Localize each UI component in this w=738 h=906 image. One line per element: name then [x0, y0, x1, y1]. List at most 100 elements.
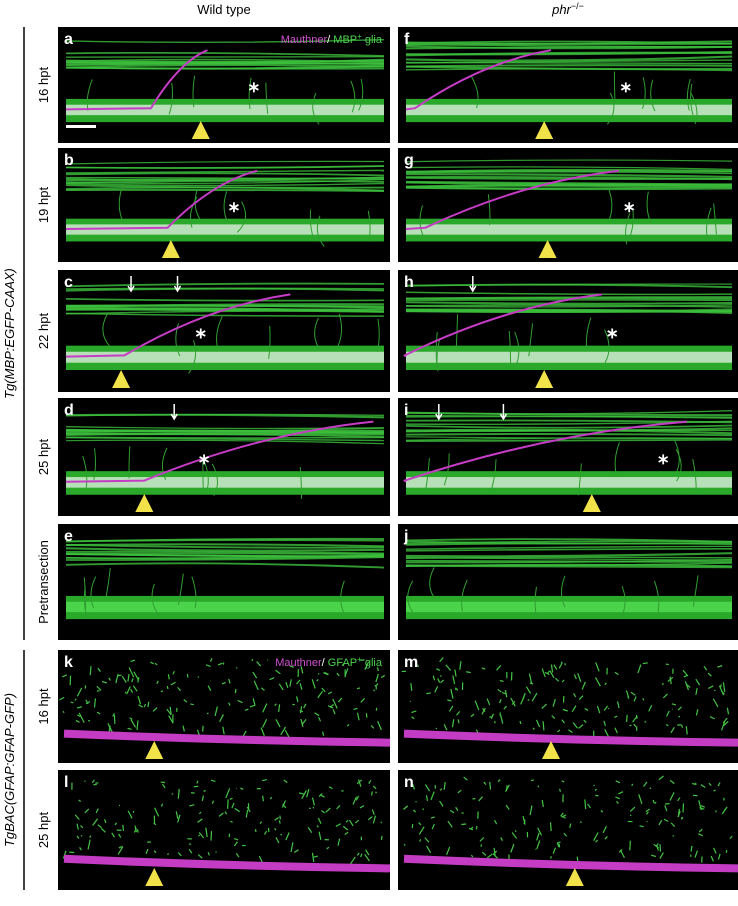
glia-process — [138, 829, 139, 832]
panel: j — [398, 524, 738, 640]
glia-process — [318, 673, 319, 674]
glia-process — [595, 795, 598, 796]
glia-process — [466, 672, 471, 673]
glia-band-core — [66, 105, 384, 115]
panel-letter: l — [64, 774, 68, 791]
glia-process — [530, 683, 533, 684]
panel-image — [58, 770, 390, 890]
panel-letter: n — [404, 774, 414, 791]
panel: k Mauthner/ GFAP+ glia — [58, 650, 390, 763]
panel: i — [398, 398, 738, 516]
panel: c — [58, 270, 390, 392]
legend-axon: Mauthner — [275, 657, 322, 669]
glia-process — [190, 704, 193, 705]
glia-process — [721, 684, 722, 687]
panel-letter: b — [64, 152, 74, 169]
glia-process — [426, 693, 431, 694]
panel-letter: f — [404, 31, 410, 48]
glia-process — [236, 667, 237, 668]
panel-letter: d — [64, 402, 74, 419]
glia-process — [650, 788, 651, 789]
panel-letter: h — [404, 274, 414, 291]
panel-image — [398, 650, 738, 763]
glia-process — [580, 822, 582, 823]
glia-process — [178, 789, 179, 799]
glia-process — [123, 825, 124, 831]
glia-process — [71, 702, 74, 703]
glia-process — [632, 784, 633, 786]
glia-process — [404, 844, 405, 845]
row-label: 22 hpt — [36, 313, 51, 350]
glia-strand — [66, 288, 384, 289]
glia-process — [627, 715, 628, 722]
panel-image — [398, 770, 738, 890]
glia-band-core — [406, 352, 732, 363]
glia-band-core — [66, 352, 384, 363]
panel: h — [398, 270, 738, 392]
panel: d — [58, 398, 390, 516]
panel: e — [58, 524, 390, 640]
glia-process — [381, 836, 382, 840]
glia-process — [716, 811, 717, 813]
panel-letter: a — [64, 31, 73, 48]
glia-process — [376, 792, 377, 793]
glia-process — [643, 698, 644, 700]
glia-strand — [406, 566, 732, 567]
glia-band-core — [406, 224, 732, 234]
glia-process — [207, 713, 208, 714]
glia-process — [373, 690, 374, 691]
panel: f — [398, 27, 738, 143]
glia-process — [585, 799, 586, 808]
row-label: 19 hpt — [36, 187, 51, 224]
legend-marker: GFAP — [328, 657, 357, 669]
glia-process — [281, 834, 282, 835]
glia-process — [416, 801, 417, 802]
header-text: phr — [551, 2, 571, 17]
legend-glia: glia — [362, 34, 383, 46]
glia-band-core — [66, 477, 384, 488]
header-sup: −/− — [571, 1, 584, 11]
glia-process — [167, 686, 168, 689]
glia-band-core — [66, 224, 384, 234]
row-label: 16 hpt — [36, 688, 51, 725]
glia-process — [679, 716, 680, 717]
glia-process — [682, 817, 683, 819]
glia-process — [148, 702, 149, 707]
glia-process — [515, 831, 516, 832]
panel: m — [398, 650, 738, 763]
group-label: TgBAC(GFAP:GFAP-GFP) — [2, 693, 17, 847]
panel-letter: k — [64, 654, 73, 671]
column-header: Wild type — [197, 2, 250, 17]
legend-glia: glia — [362, 657, 383, 669]
glia-process — [528, 700, 530, 701]
glia-process — [476, 826, 477, 829]
glia-process — [695, 783, 696, 784]
panel-letter: e — [64, 528, 73, 545]
row-label: Pretransection — [36, 540, 51, 624]
glia-process — [90, 666, 91, 675]
glia-process — [461, 824, 466, 825]
group-label: Tg(MBP:EGFP-CAAX) — [2, 268, 17, 399]
glia-process — [490, 782, 491, 790]
panel-letter: i — [404, 402, 408, 419]
glia-process — [280, 816, 281, 820]
glia-process — [263, 796, 264, 801]
panel-image — [398, 270, 738, 392]
legend: Mauthner/ GFAP+ glia — [275, 655, 383, 669]
scale-bar — [66, 125, 96, 128]
panel-letter: m — [404, 654, 418, 671]
glia-process — [357, 688, 360, 689]
panel-letter: c — [64, 274, 73, 291]
row-label: 25 hpt — [36, 812, 51, 849]
glia-process — [366, 713, 367, 717]
glia-process — [172, 794, 173, 795]
glia-process — [167, 854, 169, 855]
glia-process — [543, 721, 544, 730]
glia-process — [187, 674, 188, 677]
glia-band-core — [66, 602, 384, 612]
glia-process — [436, 728, 437, 729]
glia-process — [643, 663, 648, 664]
glia-process — [494, 721, 495, 723]
